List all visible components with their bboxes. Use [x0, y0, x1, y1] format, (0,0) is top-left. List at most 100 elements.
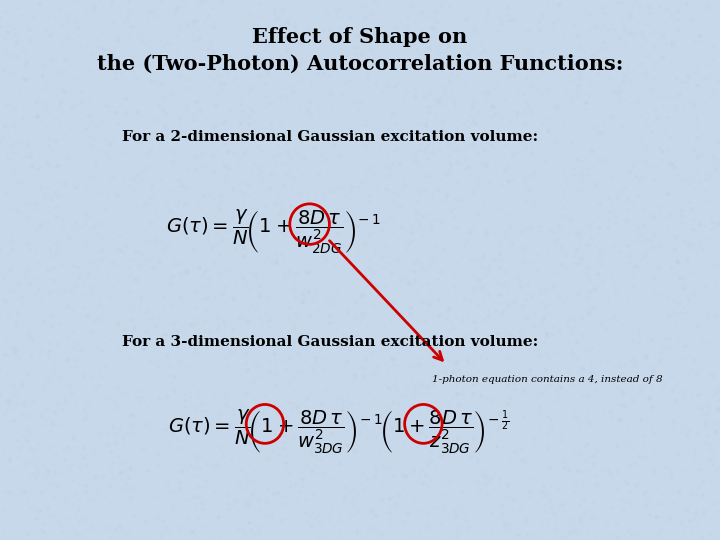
- Point: [346, 372, 358, 380]
- Point: [598, 44, 610, 53]
- Point: [502, 399, 513, 408]
- Point: [332, 325, 343, 333]
- Point: [669, 245, 680, 254]
- Point: [116, 391, 127, 400]
- Point: [497, 255, 508, 264]
- Point: [220, 227, 232, 236]
- Point: [560, 294, 572, 303]
- Point: [10, 343, 22, 352]
- Point: [75, 346, 86, 354]
- Point: [219, 163, 230, 172]
- Point: [18, 75, 30, 83]
- Point: [492, 279, 503, 287]
- Point: [91, 400, 102, 408]
- Point: [465, 256, 477, 265]
- Point: [535, 34, 546, 43]
- Point: [650, 291, 662, 299]
- Point: [0, 274, 10, 282]
- Point: [589, 370, 600, 379]
- Point: [68, 524, 80, 532]
- Point: [10, 128, 22, 137]
- Point: [279, 269, 291, 278]
- Point: [340, 483, 351, 492]
- Point: [652, 114, 663, 123]
- Point: [575, 234, 586, 242]
- Point: [114, 347, 126, 355]
- Point: [104, 271, 115, 279]
- Point: [64, 464, 76, 473]
- Point: [1, 332, 12, 341]
- Point: [314, 16, 325, 24]
- Point: [673, 45, 685, 53]
- Point: [273, 432, 284, 441]
- Point: [235, 120, 247, 129]
- Point: [12, 3, 23, 12]
- Point: [279, 40, 290, 49]
- Point: [290, 480, 302, 488]
- Point: [192, 515, 204, 523]
- Point: [394, 340, 405, 348]
- Point: [315, 51, 327, 60]
- Point: [300, 451, 312, 460]
- Point: [503, 503, 515, 512]
- Point: [23, 141, 35, 150]
- Point: [24, 36, 36, 45]
- Point: [192, 387, 204, 396]
- Point: [479, 249, 490, 258]
- Point: [66, 372, 78, 381]
- Point: [388, 228, 400, 237]
- Point: [258, 210, 269, 218]
- Point: [544, 309, 556, 318]
- Point: [168, 215, 180, 224]
- Point: [526, 66, 537, 75]
- Point: [28, 336, 40, 345]
- Point: [670, 323, 682, 332]
- Point: [251, 396, 262, 404]
- Point: [91, 180, 102, 188]
- Point: [413, 188, 425, 197]
- Point: [496, 19, 508, 28]
- Point: [431, 6, 442, 15]
- Point: [96, 373, 107, 382]
- Point: [663, 312, 675, 321]
- Point: [423, 483, 435, 491]
- Point: [515, 498, 526, 507]
- Point: [349, 314, 361, 322]
- Point: [590, 305, 601, 313]
- Point: [353, 507, 364, 516]
- Point: [222, 71, 234, 80]
- Point: [481, 227, 492, 236]
- Point: [480, 400, 491, 409]
- Point: [536, 201, 548, 210]
- Point: [688, 268, 699, 277]
- Point: [412, 10, 423, 19]
- Point: [119, 467, 130, 476]
- Point: [436, 490, 447, 498]
- Point: [40, 100, 51, 109]
- Point: [31, 172, 42, 181]
- Point: [157, 106, 168, 114]
- Point: [95, 429, 107, 438]
- Point: [219, 160, 230, 169]
- Point: [572, 80, 584, 89]
- Point: [585, 358, 596, 367]
- Point: [475, 159, 487, 168]
- Point: [557, 501, 569, 509]
- Point: [452, 533, 464, 540]
- Point: [268, 416, 279, 424]
- Point: [89, 316, 100, 325]
- Point: [186, 89, 197, 97]
- Point: [222, 351, 233, 360]
- Point: [145, 256, 156, 265]
- Point: [210, 212, 222, 221]
- Point: [371, 434, 382, 442]
- Point: [127, 186, 139, 194]
- Point: [451, 126, 462, 135]
- Point: [185, 320, 197, 328]
- Point: [290, 23, 302, 32]
- Point: [336, 500, 348, 508]
- Point: [150, 241, 161, 250]
- Point: [172, 415, 184, 424]
- Point: [609, 312, 621, 320]
- Point: [22, 370, 34, 379]
